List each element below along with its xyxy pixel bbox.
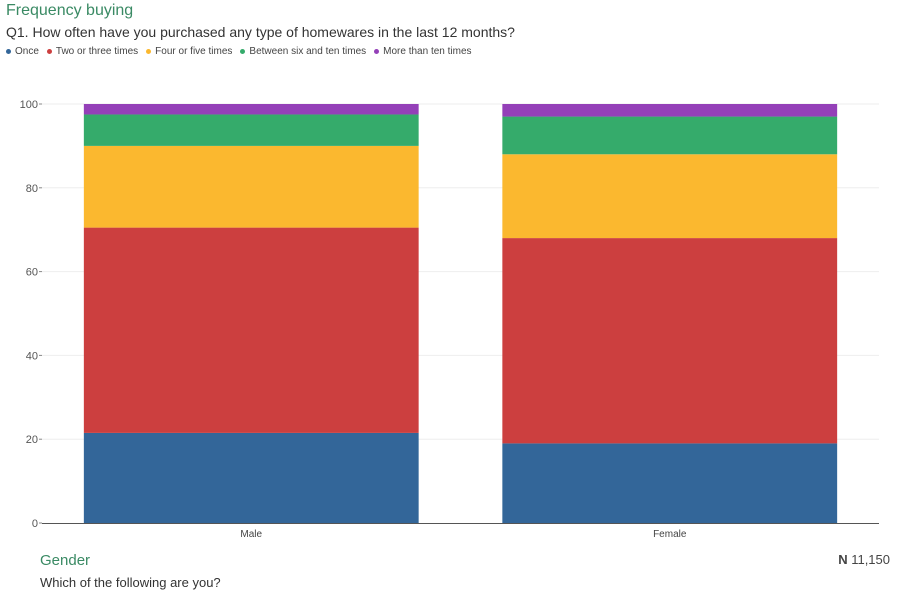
legend-item: Between six and ten times: [240, 46, 366, 57]
legend-label: Two or three times: [55, 46, 139, 57]
legend-item: Two or three times: [46, 46, 139, 57]
stacked-bar-chart: 0 20 40 60 80 100 Male Female: [20, 99, 879, 540]
x-tick-label: Female: [653, 529, 687, 540]
bar-segment: [83, 145, 419, 228]
legend-label: Between six and ten times: [249, 46, 367, 57]
bar-segment: [502, 443, 838, 523]
legend-swatch: [240, 49, 246, 54]
bar-segment: [502, 104, 838, 117]
y-tick-label: 0: [32, 518, 38, 530]
y-tick-label: 100: [20, 99, 38, 111]
chart-title: Frequency buying: [6, 2, 134, 19]
axis-variable-title: Gender: [40, 552, 91, 569]
bar-segment: [502, 116, 838, 155]
y-tick-label: 20: [26, 434, 38, 446]
sample-size-label: N: [838, 552, 848, 567]
legend: Once Two or three times Four or five times…: [6, 46, 472, 57]
legend-label: Four or five times: [155, 46, 233, 57]
bar-segment: [83, 432, 419, 523]
y-tick-label: 80: [26, 183, 38, 195]
bar-segment: [83, 227, 419, 433]
bar-segment: [83, 114, 419, 146]
x-tick-label: Male: [240, 529, 262, 540]
legend-item: Once: [6, 46, 39, 57]
legend-swatch: [374, 49, 380, 54]
legend-swatch: [46, 49, 52, 54]
chart-question: Q1. How often have you purchased any typ…: [6, 24, 515, 40]
bar-segment: [83, 104, 419, 115]
axis-variable-question: Which of the following are you?: [40, 575, 221, 590]
y-tick-label: 60: [26, 267, 38, 279]
legend-item: Four or five times: [146, 46, 232, 57]
bar-segment: [502, 154, 838, 239]
bar-segment: [502, 238, 838, 444]
sample-size-value: 11,150: [851, 552, 890, 567]
legend-item: More than ten times: [374, 46, 472, 57]
sample-size: N 11,150: [838, 552, 890, 567]
legend-label: Once: [15, 46, 39, 57]
y-tick-label: 40: [26, 350, 38, 362]
legend-swatch: [6, 49, 11, 54]
legend-label: More than ten times: [383, 46, 472, 57]
legend-swatch: [146, 49, 152, 54]
